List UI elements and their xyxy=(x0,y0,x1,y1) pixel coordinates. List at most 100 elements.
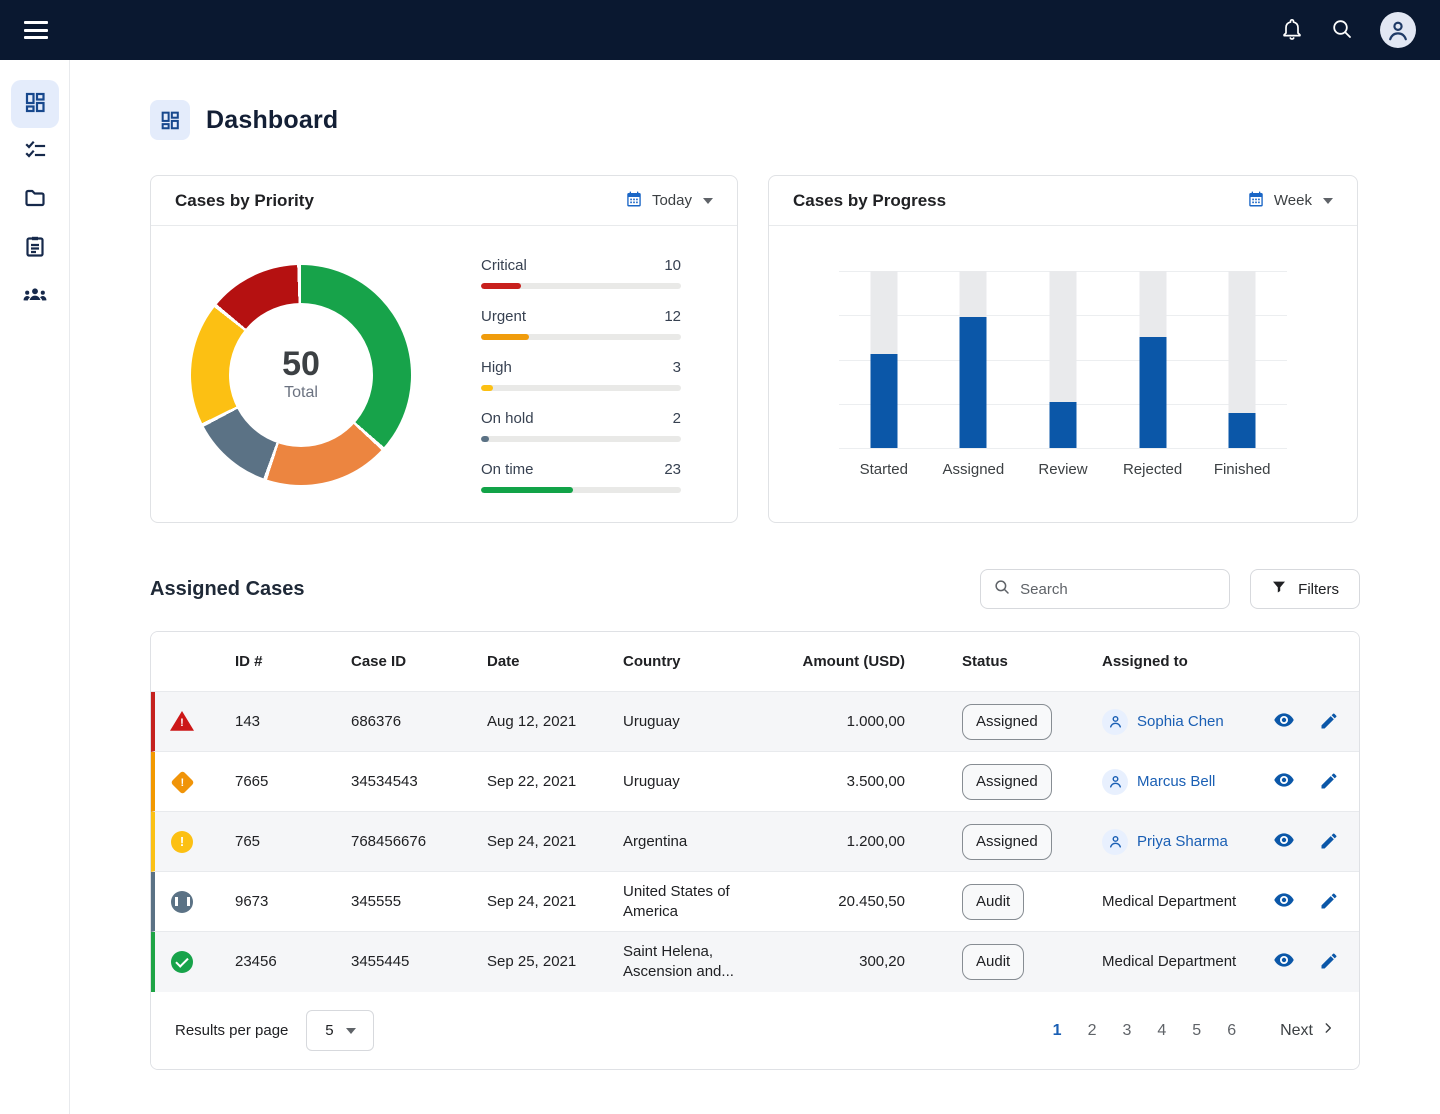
calendar-icon xyxy=(625,190,643,212)
edit-button[interactable] xyxy=(1317,949,1341,976)
profile-button[interactable] xyxy=(1380,12,1416,48)
legend-label: Urgent xyxy=(481,307,527,325)
severity-warning-icon xyxy=(170,711,194,731)
sidebar-item-cases[interactable] xyxy=(11,176,59,224)
col-date: Date xyxy=(461,632,597,692)
col-actions xyxy=(1259,632,1359,692)
calendar-icon xyxy=(1247,190,1265,212)
chevron-down-icon xyxy=(703,197,713,204)
person-icon xyxy=(1102,828,1128,855)
main-content: Dashboard Cases by Priority Today xyxy=(70,60,1440,1114)
view-button[interactable] xyxy=(1271,827,1297,856)
sidebar-item-teams[interactable] xyxy=(11,272,59,320)
cell-case-id: 345555 xyxy=(325,872,461,932)
table-row[interactable]: 765 768456676 Sep 24, 2021 Argentina 1.2… xyxy=(151,812,1359,872)
assignee-link[interactable]: Priya Sharma xyxy=(1137,832,1228,850)
view-button[interactable] xyxy=(1271,767,1297,796)
page-size-value: 5 xyxy=(325,1022,334,1039)
cases-search xyxy=(980,569,1231,609)
progress-period-label: Week xyxy=(1273,192,1312,209)
page-button-3[interactable]: 3 xyxy=(1114,1018,1139,1044)
cases-by-priority-card: Cases by Priority Today 50 Total xyxy=(150,175,738,523)
cell-date: Aug 12, 2021 xyxy=(461,692,597,752)
assignee-link[interactable]: Sophia Chen xyxy=(1137,712,1224,730)
assignee-text: Medical Department xyxy=(1102,953,1237,970)
topbar xyxy=(0,0,1440,60)
view-button[interactable] xyxy=(1271,707,1297,736)
severity-paused-icon xyxy=(171,890,193,913)
table-row[interactable]: 7665 34534543 Sep 22, 2021 Uruguay 3.500… xyxy=(151,752,1359,812)
cell-date: Sep 25, 2021 xyxy=(487,953,577,970)
edit-button[interactable] xyxy=(1317,709,1341,736)
priority-period-dropdown[interactable]: Today xyxy=(625,190,713,212)
page-title-icon xyxy=(150,100,190,140)
bar-started xyxy=(839,271,929,448)
cell-id: 7665 xyxy=(209,752,325,812)
cell-case-id: 768456676 xyxy=(325,812,461,872)
people-icon xyxy=(22,281,48,312)
view-button[interactable] xyxy=(1271,947,1297,976)
view-button[interactable] xyxy=(1271,887,1297,916)
menu-button[interactable] xyxy=(24,21,48,39)
page-title: Dashboard xyxy=(206,105,339,134)
assignee-link[interactable]: Marcus Bell xyxy=(1137,772,1216,790)
assigned-cases-table: ID # Case ID Date Country Amount (USD) S… xyxy=(150,631,1360,1070)
checklist-icon xyxy=(23,138,47,167)
assignee-text: Medical Department xyxy=(1102,892,1237,910)
legend-item: Critical 10 xyxy=(481,257,681,289)
filters-button[interactable]: Filters xyxy=(1250,569,1360,609)
edit-button[interactable] xyxy=(1317,889,1341,916)
page-button-2[interactable]: 2 xyxy=(1080,1018,1105,1044)
page-button-1[interactable]: 1 xyxy=(1045,1018,1070,1044)
cell-id: 23456 xyxy=(235,953,277,970)
progress-period-dropdown[interactable]: Week xyxy=(1247,190,1333,212)
sidebar-item-dashboard[interactable] xyxy=(10,80,59,128)
sidebar xyxy=(0,60,70,1114)
table-row[interactable]: 143 686376 Aug 12, 2021 Uruguay 1.000,00… xyxy=(151,692,1359,752)
cell-amount: 3.500,00 xyxy=(741,752,911,812)
cell-date: Sep 22, 2021 xyxy=(461,752,597,812)
table-row[interactable]: 9673 345555 Sep 24, 2021 United States o… xyxy=(151,872,1359,932)
col-severity xyxy=(151,632,209,692)
search-input[interactable] xyxy=(1020,580,1218,598)
search-icon xyxy=(1330,17,1354,44)
cell-id: 9673 xyxy=(209,872,325,932)
legend-item: High 3 xyxy=(481,359,681,391)
edit-button[interactable] xyxy=(1317,829,1341,856)
search-icon xyxy=(993,578,1011,601)
legend-label: On hold xyxy=(481,409,534,427)
legend-item: On time 23 xyxy=(481,461,681,493)
cell-country: Uruguay xyxy=(597,692,741,752)
notifications-button[interactable] xyxy=(1280,17,1304,44)
cell-country: Uruguay xyxy=(597,752,741,812)
severity-check-icon xyxy=(171,951,193,973)
table-row[interactable]: 23456 3455445 Sep 25, 2021 Saint Helena,… xyxy=(151,932,1359,992)
legend-value: 2 xyxy=(672,409,681,427)
page-size-select[interactable]: 5 xyxy=(306,1010,375,1051)
sidebar-item-tasks[interactable] xyxy=(11,128,59,176)
edit-button[interactable] xyxy=(1317,769,1341,796)
legend-label: On time xyxy=(481,460,534,478)
progress-bar-chart xyxy=(839,271,1287,449)
col-assigned-to: Assigned to xyxy=(1063,632,1259,692)
priority-legend: Critical 10 Urgent 12 High 3 On hold 2 xyxy=(481,257,681,493)
page-button-4[interactable]: 4 xyxy=(1149,1018,1174,1044)
bar-rejected xyxy=(1108,271,1198,448)
person-icon xyxy=(1102,768,1128,795)
page-button-5[interactable]: 5 xyxy=(1184,1018,1209,1044)
sidebar-item-reports[interactable] xyxy=(11,224,59,272)
user-avatar xyxy=(1380,12,1416,48)
next-page-button[interactable]: Next xyxy=(1280,1021,1335,1040)
cell-amount: 1.000,00 xyxy=(741,692,911,752)
cell-case-id: 686376 xyxy=(325,692,461,752)
cell-date: Sep 24, 2021 xyxy=(461,812,597,872)
page-button-6[interactable]: 6 xyxy=(1219,1018,1244,1044)
chevron-down-icon xyxy=(1323,197,1333,204)
legend-label: Critical xyxy=(481,256,527,274)
clipboard-icon xyxy=(23,234,47,263)
table-header-row: ID # Case ID Date Country Amount (USD) S… xyxy=(151,632,1359,692)
legend-value: 3 xyxy=(672,358,681,376)
legend-item: Urgent 12 xyxy=(481,308,681,340)
search-button[interactable] xyxy=(1330,17,1354,44)
hamburger-icon xyxy=(24,21,48,39)
